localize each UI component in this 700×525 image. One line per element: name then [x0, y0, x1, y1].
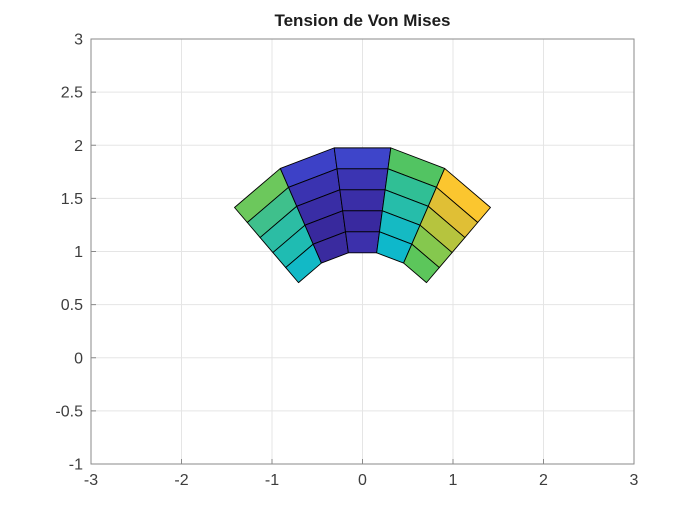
y-tick-label: 1.5: [61, 191, 83, 208]
mesh-cell: [403, 243, 440, 284]
y-tick-label: 2.5: [61, 85, 83, 102]
mesh-cell: [339, 189, 386, 212]
y-tick-label: -0.5: [55, 403, 83, 420]
mesh-cell: [342, 210, 383, 233]
x-tick-label: 0: [358, 472, 367, 489]
x-tick-label: -3: [84, 472, 98, 489]
y-tick-label: 0: [74, 350, 83, 367]
y-tick-label: 0.5: [61, 297, 83, 314]
y-tick-label: -1: [69, 457, 83, 474]
x-tick-label: -2: [174, 472, 188, 489]
y-tick-label: 1: [74, 244, 83, 261]
x-tick-label: 1: [449, 472, 458, 489]
x-tick-label: -1: [265, 472, 279, 489]
plot-title: Tension de Von Mises: [274, 11, 451, 30]
x-tick-label: 2: [539, 472, 548, 489]
mesh-cell: [336, 168, 389, 191]
mesh-cell: [345, 231, 380, 254]
y-tick-label: 3: [74, 32, 83, 49]
mesh-cell: [333, 147, 392, 170]
y-tick-label: 2: [74, 138, 83, 155]
x-tick-label: 3: [630, 472, 639, 489]
